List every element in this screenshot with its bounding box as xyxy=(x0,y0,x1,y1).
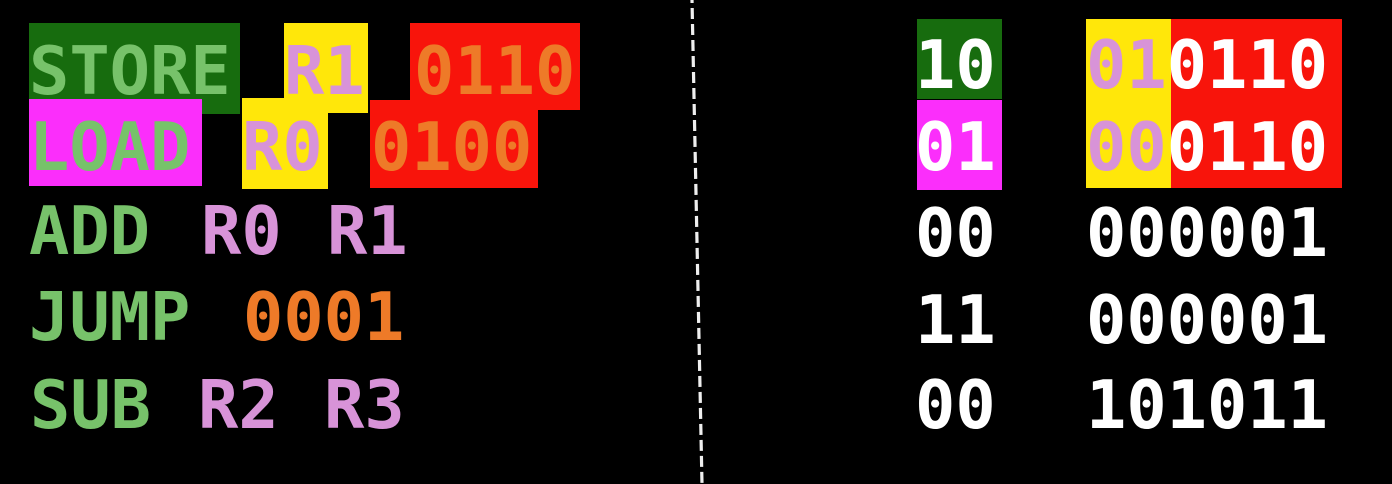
machine-opcode-bits: 10 xyxy=(915,26,996,104)
asm-register-r0: R0 xyxy=(201,192,282,270)
asm-register-r3: R3 xyxy=(324,366,405,444)
highlight-rect-load xyxy=(29,99,202,186)
asm-opcode-jump: JUMP xyxy=(29,278,191,356)
asm-opcode-load: LOAD xyxy=(29,108,191,186)
highlight-rect-operand-suffix xyxy=(1171,19,1342,188)
machine-operand-bits: 000001 xyxy=(1086,194,1329,272)
highlight-rect-operand-prefix xyxy=(1086,19,1171,188)
machine-opcode-bits: 00 xyxy=(915,194,996,272)
operand-address-bits: 0110 xyxy=(1166,108,1329,186)
asm-operand-0001: 0001 xyxy=(243,278,405,356)
machine-operand-bits: 000001 xyxy=(1086,281,1329,359)
asm-operand-0100: 0100 xyxy=(371,108,533,186)
operand-address-bits: 0110 xyxy=(1166,26,1329,104)
asm-register-r2: R2 xyxy=(198,366,279,444)
operand-register-bits: 01 xyxy=(1086,26,1167,104)
highlight-rect-0100 xyxy=(370,100,538,188)
highlight-rect-opcode-10 xyxy=(917,19,1002,99)
asm-opcode-sub: SUB xyxy=(30,366,152,444)
machine-operand-bits: 000110 xyxy=(1086,114,1328,181)
highlight-rect-store xyxy=(29,23,240,114)
highlight-rect-r0 xyxy=(242,98,328,189)
asm-register-r1: R1 xyxy=(327,192,408,270)
highlight-rect-opcode-01 xyxy=(917,100,1002,190)
asm-opcode-store: STORE xyxy=(29,32,231,110)
machine-opcode-bits: 11 xyxy=(915,281,996,359)
asm-opcode-add: ADD xyxy=(29,192,151,270)
highlight-rect-0110 xyxy=(410,23,580,110)
operand-register-bits: 00 xyxy=(1086,108,1167,186)
machine-operand-bits: 010110 xyxy=(1086,32,1328,99)
asm-register-r0: R0 xyxy=(242,108,323,186)
machine-opcode-bits: 01 xyxy=(915,108,996,186)
machine-operand-bits: 101011 xyxy=(1086,366,1329,444)
machine-opcode-bits: 00 xyxy=(915,366,996,444)
asm-operand-0110: 0110 xyxy=(414,32,576,110)
asm-register-r1: R1 xyxy=(284,32,365,110)
